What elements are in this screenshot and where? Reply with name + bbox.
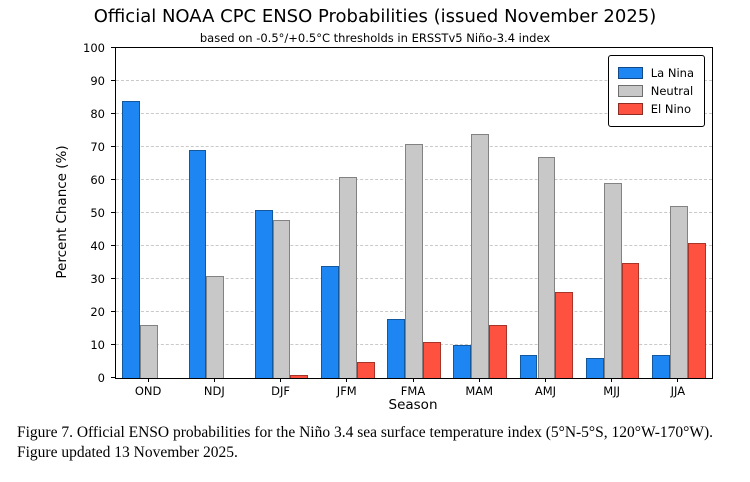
y-tick-label: 100 bbox=[83, 41, 105, 55]
bar-la-nina-jja bbox=[652, 354, 670, 378]
legend-item-el-nino: El Nino bbox=[617, 102, 694, 116]
legend-item-neutral: Neutral bbox=[617, 84, 694, 98]
bar-la-nina-ndj bbox=[188, 150, 207, 378]
bar-neutral-djf bbox=[272, 219, 291, 378]
bar-la-nina-mam bbox=[453, 345, 472, 378]
bar-la-nina-mjj bbox=[585, 358, 604, 378]
bar-neutral-amj bbox=[537, 156, 556, 378]
legend-label: Neutral bbox=[650, 84, 694, 98]
x-tick-mark bbox=[213, 378, 215, 382]
chart-subtitle: based on -0.5°/+0.5°C thresholds in ERSS… bbox=[199, 31, 551, 45]
y-tick-mark bbox=[111, 377, 115, 378]
x-tick-mark bbox=[677, 378, 679, 382]
x-tick-label: DJF bbox=[271, 384, 290, 398]
y-tick-label: 30 bbox=[90, 272, 105, 286]
legend-swatch-icon bbox=[617, 67, 643, 79]
x-tick-label: MAM bbox=[465, 384, 494, 398]
x-tick-mark bbox=[147, 378, 149, 382]
x-tick-label: OND bbox=[134, 384, 162, 398]
gridline bbox=[116, 113, 712, 114]
bar-la-nina-fma bbox=[387, 318, 406, 378]
gridline bbox=[116, 80, 712, 81]
x-axis-label: Season bbox=[388, 397, 438, 413]
legend-label: El Nino bbox=[650, 102, 691, 116]
y-tick-mark bbox=[111, 212, 115, 213]
legend-item-la-nina: La Nina bbox=[617, 66, 694, 80]
x-tick-label: JJA bbox=[670, 384, 686, 398]
plot-area: La Nina Neutral El Nino bbox=[115, 47, 713, 379]
x-tick-label: NDJ bbox=[203, 384, 225, 398]
x-tick-mark bbox=[346, 378, 348, 382]
bar-neutral-ndj bbox=[206, 275, 225, 378]
bar-la-nina-ond bbox=[122, 100, 141, 378]
bar-neutral-ond bbox=[140, 325, 159, 378]
legend: La Nina Neutral El Nino bbox=[607, 55, 705, 127]
y-tick-mark bbox=[111, 311, 115, 312]
bar-el-nino-jfm bbox=[356, 361, 375, 378]
bar-el-nino-jja bbox=[687, 242, 706, 378]
y-tick-label: 90 bbox=[90, 74, 105, 88]
y-tick-label: 60 bbox=[90, 173, 105, 187]
bar-la-nina-djf bbox=[254, 209, 273, 378]
x-tick-mark bbox=[280, 378, 282, 382]
bar-el-nino-mam bbox=[489, 325, 508, 378]
bar-el-nino-djf bbox=[290, 374, 309, 378]
bar-neutral-mjj bbox=[603, 183, 622, 378]
y-tick-label: 0 bbox=[97, 371, 105, 385]
bar-el-nino-fma bbox=[422, 341, 441, 378]
legend-swatch-icon bbox=[617, 85, 643, 97]
bar-el-nino-amj bbox=[555, 292, 574, 378]
y-tick-label: 20 bbox=[90, 305, 105, 319]
y-tick-mark bbox=[111, 47, 115, 48]
x-tick-label: FMA bbox=[400, 384, 426, 398]
x-tick-mark bbox=[478, 378, 480, 382]
bar-neutral-fma bbox=[405, 143, 423, 378]
y-tick-mark bbox=[111, 146, 115, 147]
x-tick-label: AMJ bbox=[534, 384, 557, 398]
y-tick-mark bbox=[111, 278, 115, 279]
bar-el-nino-mjj bbox=[621, 262, 640, 378]
y-tick-label: 10 bbox=[90, 338, 105, 352]
legend-label: La Nina bbox=[650, 66, 694, 80]
y-tick-mark bbox=[111, 344, 115, 345]
y-tick-label: 80 bbox=[90, 107, 105, 121]
bar-la-nina-amj bbox=[519, 354, 538, 378]
bar-la-nina-jfm bbox=[320, 265, 339, 378]
x-axis-ticks: OND NDJ DJF JFM FMA MAM AMJ MJJ JJA bbox=[115, 378, 711, 398]
chart-title: Official NOAA CPC ENSO Probabilities (is… bbox=[93, 6, 657, 27]
bar-neutral-mam bbox=[471, 133, 490, 378]
y-tick-label: 40 bbox=[90, 239, 105, 253]
y-tick-label: 50 bbox=[90, 206, 105, 220]
y-tick-label: 70 bbox=[90, 140, 105, 154]
y-tick-mark bbox=[111, 179, 115, 180]
x-tick-label: JFM bbox=[336, 384, 357, 398]
y-tick-mark bbox=[111, 245, 115, 246]
x-tick-label: MJJ bbox=[603, 384, 621, 398]
bar-neutral-jja bbox=[669, 206, 688, 378]
x-tick-mark bbox=[544, 378, 546, 382]
y-tick-mark bbox=[111, 113, 115, 114]
figure-caption: Figure 7. Official ENSO probabilities fo… bbox=[17, 424, 713, 462]
y-axis-ticks: 0 10 20 30 40 50 60 70 80 90 100 bbox=[67, 41, 115, 385]
bar-neutral-jfm bbox=[338, 176, 357, 378]
x-tick-mark bbox=[412, 378, 414, 382]
y-tick-mark bbox=[111, 80, 115, 81]
legend-swatch-icon bbox=[617, 103, 643, 115]
x-tick-mark bbox=[611, 378, 613, 382]
